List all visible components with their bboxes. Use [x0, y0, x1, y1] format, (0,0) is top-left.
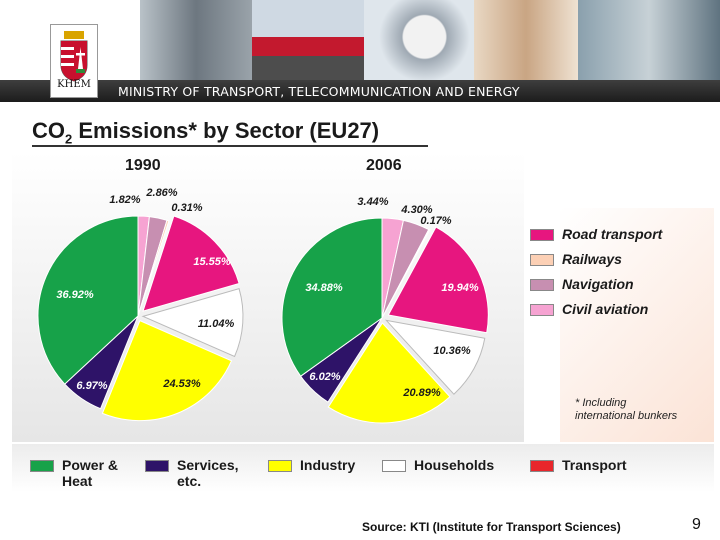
legend-item-civil-aviation: Civil aviation — [530, 301, 648, 317]
legend-label: Civil aviation — [562, 301, 649, 317]
pie-2006: 3.44% 4.30%0.17% 19.94% 10.36% 20.89% 6.02% 34… — [281, 196, 489, 424]
legend-swatch — [530, 279, 554, 291]
legend-item-services-etc: Services, etc. — [145, 457, 239, 489]
pie-slice-industry — [327, 322, 451, 424]
photo-satellite-dish — [364, 0, 474, 82]
legend-label: Households — [414, 457, 495, 473]
title-underline — [32, 145, 428, 147]
photo-train — [252, 0, 364, 82]
pie-label-services-etc-: 6.02% — [309, 371, 340, 383]
bottom-legend-panel — [12, 444, 714, 492]
legend-item-industry: Industry — [268, 457, 355, 473]
legend-swatch — [145, 460, 169, 472]
legend-swatch — [382, 460, 406, 472]
chart-title: CO2 Emissions* by Sector (EU27) — [32, 118, 380, 147]
pie-label-road-transport: 15.55% — [193, 256, 231, 268]
pie-slice-railways — [381, 228, 431, 319]
legend-swatch — [530, 254, 554, 266]
pie-label-navigation: 4.30% — [400, 204, 432, 216]
pie-label-civil-aviation: 3.44% — [357, 196, 388, 208]
photo-cars — [140, 0, 252, 82]
legend-item-households: Households — [382, 457, 494, 473]
ministry-name: MINISTRY OF TRANSPORT, TELECOMMUNICATION… — [118, 84, 520, 99]
legend-label: Railways — [562, 251, 622, 267]
legend-item-railways: Railways — [530, 251, 622, 267]
photo-engineer — [578, 0, 720, 82]
chart-title-rest: Emissions* by Sector (EU27) — [72, 118, 380, 143]
pie-label-services-etc-: 6.97% — [76, 380, 107, 392]
pie-label-industry: 20.89% — [402, 387, 441, 399]
legend-swatch — [530, 229, 554, 241]
pie-slice-road-transport — [387, 226, 489, 334]
pie-slice-industry — [101, 319, 233, 422]
legend-label: Transport — [562, 457, 627, 473]
legend-label: Road transport — [562, 226, 663, 242]
pie-slice-power-heat — [37, 215, 139, 385]
pie-label-civil-aviation: 1.82% — [109, 194, 140, 206]
legend-label: Industry — [300, 457, 356, 473]
pie-label-railways: 0.17% — [420, 215, 451, 227]
pie-label-power-heat: 34.88% — [305, 282, 343, 294]
pie-label-road-transport: 19.94% — [441, 282, 479, 294]
pie-label-navigation: 2.86% — [145, 187, 177, 199]
pie-label-railways: 0.31% — [171, 202, 202, 214]
legend-swatch — [530, 304, 554, 316]
legend-item-navigation: Navigation — [530, 276, 634, 292]
legend-item-power-heat: Power & Heat — [30, 457, 118, 489]
legend-item-road-transport: Road transport — [530, 226, 662, 242]
legend-label: Navigation — [562, 276, 634, 292]
pie-1990: 1.82% 2.86% 0.31% 15.55% 11.04% 24.53% 6.97% 36… — [37, 187, 244, 422]
legend-swatch — [530, 460, 554, 472]
year-label-2006: 2006 — [366, 157, 402, 174]
ministry-bar — [0, 80, 720, 102]
pie-slice-households — [141, 288, 244, 358]
page-number: 9 — [692, 516, 701, 533]
crest-label: KHEM — [57, 79, 91, 90]
footnote: * Including international bunkers — [575, 397, 678, 422]
legend-item-transport: Transport — [530, 457, 627, 473]
pie-label-power-heat: 36.92% — [56, 289, 94, 301]
legend-panel — [560, 208, 714, 442]
crest-shield-icon — [60, 31, 88, 82]
legend-label: Services, etc. — [177, 457, 239, 489]
pie-label-industry: 24.53% — [162, 378, 201, 390]
crest-logo — [50, 24, 98, 98]
photo-person-phone — [474, 0, 578, 82]
source-note: Source: KTI (Institute for Transport Sci… — [362, 520, 621, 534]
legend-swatch — [268, 460, 292, 472]
pie-label-households: 10.36% — [433, 345, 471, 357]
pie-slice-power-heat — [281, 217, 383, 377]
pie-slice-households — [385, 319, 486, 395]
year-label-1990: 1990 — [125, 157, 161, 174]
header-banner — [0, 0, 720, 102]
pie-slice-railways — [137, 219, 170, 317]
pie-label-households: 11.04% — [198, 318, 235, 330]
legend-swatch — [30, 460, 54, 472]
pie-slice-road-transport — [142, 215, 240, 312]
legend-label: Power & Heat — [62, 457, 119, 489]
